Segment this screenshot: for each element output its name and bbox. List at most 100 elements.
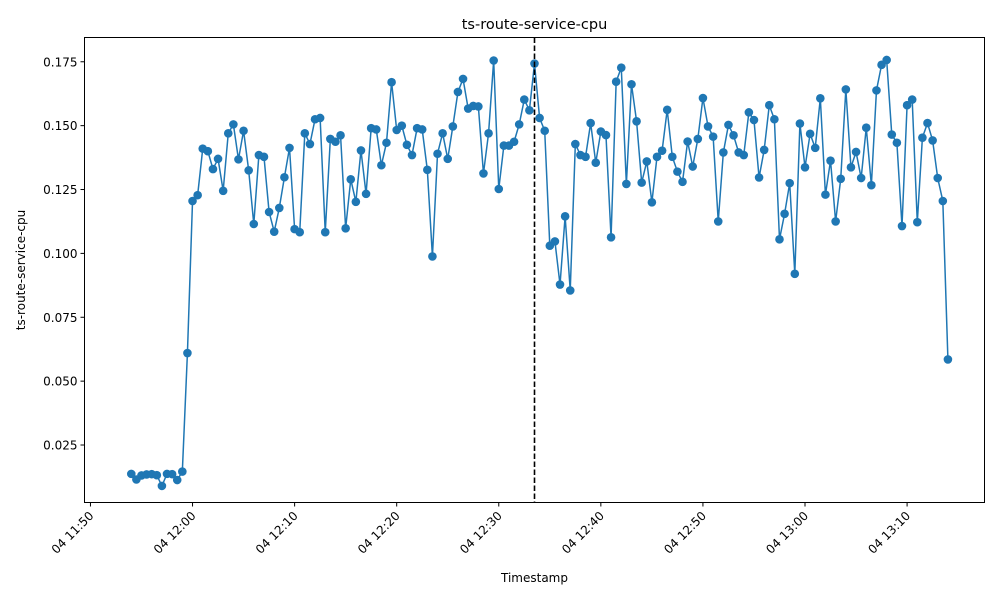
data-point <box>882 55 891 65</box>
data-point <box>443 154 453 164</box>
y-tick-label: 0.050 <box>43 375 77 389</box>
x-tick-label: 04 12:00 <box>151 509 199 557</box>
data-point <box>208 164 218 174</box>
data-point <box>494 184 504 194</box>
data-point <box>657 146 667 155</box>
data-point <box>668 152 677 162</box>
data-point <box>295 227 305 237</box>
data-point <box>785 178 794 188</box>
data-point <box>851 147 861 157</box>
data-point <box>223 129 233 138</box>
data-point <box>907 95 917 104</box>
data-point <box>606 233 616 242</box>
data-point <box>525 106 534 115</box>
y-tick-label: 0.175 <box>43 55 77 69</box>
data-point <box>519 95 529 104</box>
data-point <box>719 148 728 157</box>
data-point <box>178 467 187 476</box>
data-point <box>382 138 391 148</box>
data-point <box>571 139 580 149</box>
data-point <box>387 77 396 87</box>
data-point <box>229 120 238 129</box>
data-point <box>943 355 953 364</box>
plot-frame <box>84 37 985 503</box>
data-point <box>856 173 866 183</box>
x-tick-label: 04 12:40 <box>559 509 607 557</box>
data-point <box>320 227 330 237</box>
x-tick-label: 04 12:10 <box>253 509 301 557</box>
data-point <box>234 155 243 164</box>
data-point <box>509 137 519 147</box>
data-point <box>264 207 274 217</box>
data-point <box>688 162 698 171</box>
data-point <box>662 105 672 115</box>
x-tick-label: 04 13:00 <box>763 509 811 557</box>
x-tick-label: 04 13:10 <box>865 509 913 557</box>
data-point <box>923 118 932 128</box>
data-point <box>902 100 912 110</box>
data-point <box>474 102 483 111</box>
data-point <box>933 173 943 183</box>
data-point <box>172 475 182 485</box>
data-point <box>183 348 192 358</box>
data-point <box>678 177 687 187</box>
data-point <box>484 129 493 138</box>
data-point <box>780 209 789 219</box>
data-point <box>739 150 749 160</box>
data-point <box>315 113 325 123</box>
data-point <box>770 114 779 124</box>
data-point <box>816 94 825 103</box>
data-point <box>744 108 754 117</box>
data-point <box>708 132 718 141</box>
data-point <box>280 172 289 182</box>
data-point <box>673 167 682 176</box>
data-point <box>693 134 703 144</box>
x-tick-label: 04 11:50 <box>49 509 97 557</box>
data-point <box>428 252 437 261</box>
data-point <box>647 197 657 207</box>
data-point <box>285 143 294 153</box>
y-tick-label: 0.025 <box>43 439 77 453</box>
y-tick-label: 0.125 <box>43 183 77 197</box>
data-point <box>581 152 590 162</box>
data-point <box>724 120 733 130</box>
data-point <box>928 136 937 145</box>
data-point <box>371 125 381 134</box>
data-point <box>535 113 544 123</box>
chart-title: ts-route-service-cpu <box>462 17 608 33</box>
data-point <box>448 122 458 131</box>
data-point <box>892 138 902 148</box>
data-point <box>913 217 922 227</box>
data-point <box>218 186 228 196</box>
data-point <box>331 137 340 147</box>
data-point <box>540 126 550 136</box>
y-tick-label: 0.100 <box>43 247 77 261</box>
data-point <box>841 85 851 94</box>
data-point <box>157 481 167 491</box>
data-point <box>632 117 641 126</box>
data-point <box>749 115 759 125</box>
data-point <box>805 129 815 139</box>
data-point <box>269 227 279 236</box>
data-point <box>341 224 350 233</box>
data-point <box>244 166 253 175</box>
data-point <box>407 150 417 160</box>
series-line <box>130 58 949 488</box>
data-point <box>565 286 575 295</box>
data-point <box>637 178 646 187</box>
data-point <box>713 217 723 226</box>
data-point <box>275 203 284 213</box>
data-point <box>550 237 560 246</box>
data-point <box>800 162 810 172</box>
plot-area <box>126 37 953 503</box>
data-point <box>790 269 800 279</box>
data-point <box>642 157 652 166</box>
data-point <box>611 77 621 86</box>
data-point <box>458 74 468 84</box>
data-point <box>305 139 315 149</box>
data-point <box>479 169 488 178</box>
data-point <box>249 219 259 229</box>
data-point <box>872 86 881 95</box>
data-point <box>402 140 412 150</box>
data-point <box>438 129 447 138</box>
